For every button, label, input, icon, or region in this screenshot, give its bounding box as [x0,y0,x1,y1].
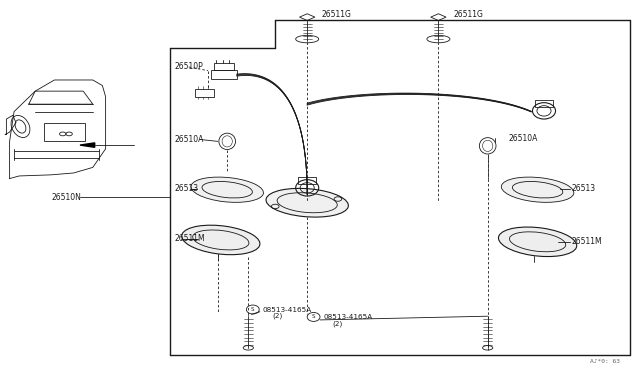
Ellipse shape [501,177,574,202]
Text: S: S [251,307,255,312]
Polygon shape [80,143,95,147]
Text: S: S [312,314,316,320]
Ellipse shape [266,188,348,217]
Ellipse shape [277,193,337,213]
Text: 26513: 26513 [174,185,198,193]
Ellipse shape [182,225,260,255]
Text: 26510A: 26510A [509,134,538,143]
Text: A♪*0: 63: A♪*0: 63 [589,359,620,364]
Bar [195,89,214,97]
Text: (2): (2) [272,313,282,320]
Bar [211,70,237,79]
Text: 26510N: 26510N [51,193,81,202]
Text: 08513-4165A: 08513-4165A [323,314,372,320]
Bar [44,123,85,141]
Polygon shape [300,14,315,20]
Text: (2): (2) [333,320,343,327]
Text: 26513: 26513 [572,185,596,193]
Ellipse shape [202,182,252,198]
Bar [535,100,553,107]
Polygon shape [431,14,446,20]
Ellipse shape [499,227,577,257]
Ellipse shape [193,230,249,250]
Text: 26511M: 26511M [572,237,602,246]
Text: 26511M: 26511M [174,234,205,243]
Text: 26510P: 26510P [174,62,203,71]
Ellipse shape [513,182,563,198]
Ellipse shape [191,177,264,202]
Text: 26511G: 26511G [322,10,352,19]
Text: 08513-4165A: 08513-4165A [262,307,312,312]
Bar [214,63,234,70]
Ellipse shape [509,232,566,252]
Text: 26510A: 26510A [174,135,204,144]
Text: 26511G: 26511G [453,10,483,19]
Bar [298,177,316,184]
